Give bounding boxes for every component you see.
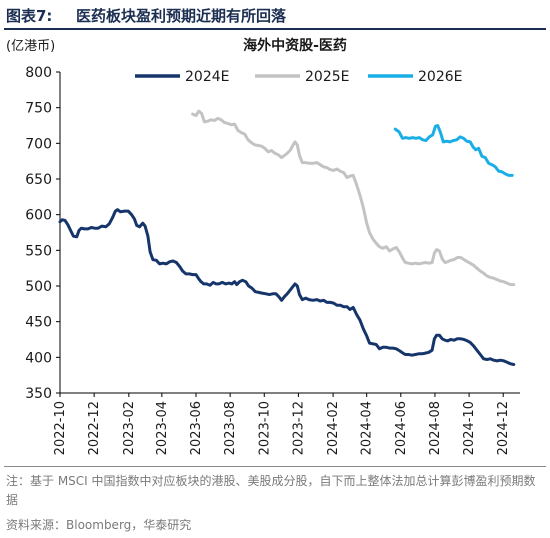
x-tick-label: 2024-04: [360, 401, 375, 455]
legend-label-2025E: 2025E: [305, 69, 349, 85]
figure-title: 医药板块盈利预期近期有所回落: [76, 7, 287, 25]
line-chart: (亿港币) 海外中资股-医药 2024E 2025E 2026E 350 400 450…: [6, 37, 520, 455]
y-tick-label: 650: [25, 172, 52, 188]
y-tick-label: 750: [25, 101, 52, 117]
x-tick-label: 2024-06: [394, 401, 409, 455]
y-tick-label: 400: [25, 350, 52, 366]
legend-label-2024E: 2024E: [185, 69, 229, 85]
x-tick-label: 2023-04: [155, 401, 170, 455]
figure-header: 图表7: 医药板块盈利预期近期有所回落: [4, 2, 546, 26]
y-tick-label: 600: [25, 208, 52, 224]
y-tick-label: 800: [25, 65, 52, 81]
chart-title: 海外中资股-医药: [243, 37, 347, 54]
chart-legend: 2024E 2025E 2026E: [135, 69, 462, 85]
series-line-2024E: [58, 208, 516, 366]
x-tick-label: 2022-12: [87, 401, 102, 455]
y-tick-label: 350: [25, 386, 52, 402]
y-tick-label: 700: [25, 136, 52, 152]
x-tick-label: 2023-12: [291, 401, 306, 455]
x-tick-label: 2022-10: [53, 401, 68, 455]
x-tick-label: 2024-02: [326, 401, 341, 455]
x-tick-label: 2023-08: [223, 401, 238, 455]
x-tick-label: 2023-10: [257, 401, 272, 455]
x-tick-label: 2023-06: [189, 401, 204, 455]
y-tick-label: 500: [25, 279, 52, 295]
series-line-2026E: [393, 124, 514, 177]
y-tick-label: 550: [25, 243, 52, 259]
header-rule: [4, 28, 546, 30]
footnote: 注：基于 MSCI 中国指数中对应板块的港股、美股成分股，自下而上整体法加总计算…: [6, 474, 536, 507]
x-tick-label: 2024-08: [428, 401, 443, 455]
y-tick-label: 450: [25, 315, 52, 331]
y-axis-unit-label: (亿港币): [6, 39, 55, 54]
series-line-2025E: [191, 109, 516, 287]
series-layer: [58, 109, 516, 366]
legend-label-2026E: 2026E: [418, 69, 462, 85]
source-note: 资料来源：Bloomberg，华泰研究: [6, 518, 192, 532]
x-tick-label: 2024-12: [496, 401, 511, 455]
x-axis: 2022-10 2022-12 2023-02 2023-04 2023-06 2023-…: [53, 392, 520, 455]
y-axis: 350 400 450 500 550 600 650 700 750 800: [25, 65, 61, 402]
x-tick-label: 2023-02: [122, 401, 137, 455]
x-tick-label: 2024-10: [462, 401, 477, 455]
footer-rule: [4, 466, 546, 467]
figure-label: 图表7:: [6, 7, 53, 25]
